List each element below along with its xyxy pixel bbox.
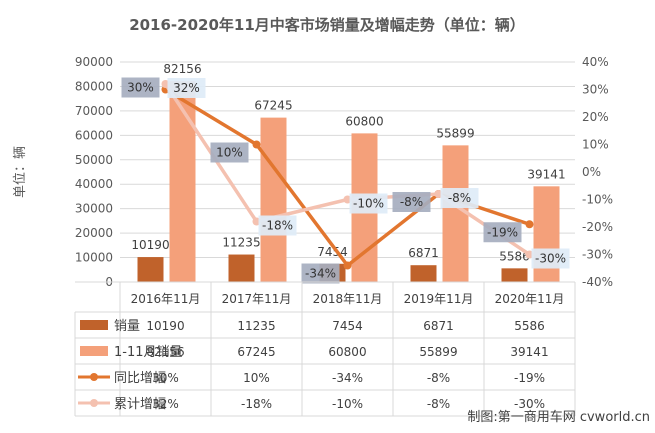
y2-tick-label: -40% <box>582 275 613 289</box>
y-tick-label: 80000 <box>75 79 113 93</box>
line-label-2-1: 10% <box>216 146 243 160</box>
legend-entry-3: 累计增幅 <box>114 397 166 412</box>
bar-1-0 <box>169 81 196 282</box>
table-cell-1-0: 82156 <box>146 345 184 359</box>
line-label-box-3-1 <box>258 215 297 236</box>
bar-label-1-4: 39141 <box>527 167 565 181</box>
table-cell-1-1: 67245 <box>237 345 275 359</box>
line-label-box-3-0 <box>167 78 206 98</box>
table-cell-3-0: 32% <box>152 397 179 411</box>
table-cell-0-2: 7454 <box>332 319 363 333</box>
y-tick-label: 20000 <box>75 226 113 240</box>
bar-label-1-3: 55899 <box>436 126 474 140</box>
bar-label-0-3: 6871 <box>408 246 439 260</box>
y2-tick-label: 30% <box>582 83 609 97</box>
line-label-box-3-2 <box>349 193 388 214</box>
y-tick-label: 10000 <box>75 251 113 265</box>
legend-key-marker-2 <box>90 373 98 381</box>
chart-title: 2016-2020年11月中客市场销量及增幅走势（单位：辆） <box>129 16 525 34</box>
line-label-3-2: -10% <box>353 197 384 211</box>
y2-tick-label: 40% <box>582 55 609 69</box>
table-cell-3-1: -18% <box>241 397 272 411</box>
line-label-box-2-4 <box>483 222 522 243</box>
table-cell-2-1: 10% <box>243 371 270 385</box>
y2-tick-label: 10% <box>582 138 609 152</box>
y-axis-label: 单位：辆 <box>13 146 28 198</box>
bar-0-0 <box>137 257 164 282</box>
table-cell-3-2: -10% <box>332 397 363 411</box>
point-2-2 <box>343 261 352 270</box>
line-label-box-2-0 <box>121 77 160 98</box>
legend-key-0 <box>80 320 108 330</box>
bar-label-0-4: 5586 <box>499 249 530 263</box>
legend-key-1 <box>80 346 108 356</box>
y-tick-label: 90000 <box>75 55 113 69</box>
bar-1-1 <box>260 117 287 282</box>
legend-entry-1: 1-11月销量 <box>114 345 183 360</box>
line-label-box-2-2 <box>301 263 340 284</box>
bar-0-4 <box>501 268 528 282</box>
y-tick-label: 50000 <box>75 153 113 167</box>
table-cell-0-4: 5586 <box>514 319 545 333</box>
y2-tick-label: -10% <box>582 193 613 207</box>
table-cell-1-3: 55899 <box>419 345 457 359</box>
line-label-2-2: -34% <box>305 267 336 281</box>
table-cell-2-2: -34% <box>332 371 363 385</box>
line-label-3-0: 32% <box>173 81 200 95</box>
line-label-3-1: -18% <box>262 219 293 233</box>
x-tick-label: 2020年11月 <box>495 292 565 306</box>
y2-tick-label: -20% <box>582 220 613 234</box>
y2-tick-label: -30% <box>582 248 613 262</box>
x-tick-label: 2019年11月 <box>404 292 474 306</box>
bar-label-0-0: 10190 <box>131 238 169 252</box>
line-label-3-3: -8% <box>448 191 471 205</box>
bar-0-1 <box>228 254 255 282</box>
line-label-box-2-3 <box>392 192 431 212</box>
watermark: 制图:第一商用车网 cvworld.cn <box>467 409 650 425</box>
line-label-2-3: -8% <box>400 195 423 209</box>
x-tick-label: 2016年11月 <box>131 292 201 306</box>
table-cell-0-3: 6871 <box>423 319 454 333</box>
line-3 <box>164 83 531 256</box>
point-2-1 <box>252 140 261 149</box>
y2-tick-label: 20% <box>582 110 609 124</box>
y-tick-label: 70000 <box>75 104 113 118</box>
bar-label-1-0: 82156 <box>163 62 201 76</box>
legend-entry-2: 同比增幅 <box>114 371 166 386</box>
bar-label-1-1: 67245 <box>254 99 292 113</box>
table-cell-0-0: 10190 <box>146 319 184 333</box>
line-label-box-3-3 <box>440 188 479 208</box>
line-label-box-3-4 <box>531 248 570 269</box>
table-cell-3-3: -8% <box>427 397 450 411</box>
y-tick-label: 60000 <box>75 128 113 142</box>
y-tick-label: 30000 <box>75 202 113 216</box>
legend-entry-0: 销量 <box>114 319 140 334</box>
table-cell-3-4: -30% <box>514 397 545 411</box>
bar-label-1-2: 60800 <box>345 114 383 128</box>
point-2-4 <box>525 220 534 229</box>
bar-0-3 <box>410 265 437 282</box>
table-cell-2-3: -8% <box>427 371 450 385</box>
table-cell-1-4: 39141 <box>510 345 548 359</box>
line-label-3-4: -30% <box>535 252 566 266</box>
line-label-box-2-1 <box>210 142 249 163</box>
bar-label-0-1: 11235 <box>222 236 260 250</box>
table-cell-0-1: 11235 <box>237 319 275 333</box>
table-cell-2-0: 30% <box>152 371 179 385</box>
bar-1-3 <box>442 145 469 282</box>
x-tick-label: 2017年11月 <box>222 292 292 306</box>
x-tick-label: 2018年11月 <box>313 292 383 306</box>
legend-key-marker-3 <box>90 399 98 407</box>
table-cell-1-2: 60800 <box>328 345 366 359</box>
line-label-2-4: -19% <box>487 225 518 239</box>
line-label-2-0: 30% <box>127 81 154 95</box>
y2-tick-label: 0% <box>582 165 601 179</box>
y-tick-label: 40000 <box>75 177 113 191</box>
table-cell-2-4: -19% <box>514 371 545 385</box>
